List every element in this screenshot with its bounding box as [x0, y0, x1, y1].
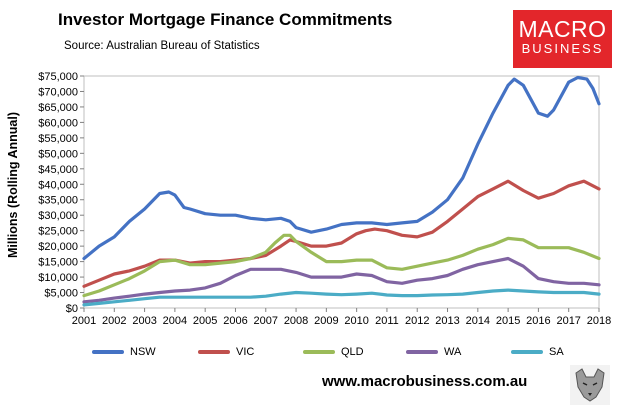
legend-label: WA	[444, 346, 462, 358]
plot-area	[83, 75, 600, 309]
legend-swatch	[303, 350, 335, 354]
y-tick-label: $45,000	[38, 164, 78, 176]
y-tick-label: $10,000	[38, 272, 78, 284]
logo-line-1: MACRO	[518, 16, 607, 42]
y-tick-label: $55,000	[38, 133, 78, 145]
macrobusiness-logo: MACRO BUSINESS	[513, 10, 612, 68]
legend-item-qld: QLD	[303, 346, 364, 358]
x-tick-label: 2001	[72, 315, 96, 327]
y-tick-label: $65,000	[38, 102, 78, 114]
y-tick-label: $20,000	[38, 241, 78, 253]
chart-legend: NSW VIC QLD WA SA	[0, 346, 625, 364]
legend-label: VIC	[236, 346, 255, 358]
x-tick-label: 2007	[254, 315, 278, 327]
y-tick-label: $70,000	[38, 86, 78, 98]
y-tick-label: $15,000	[38, 257, 78, 269]
x-tick-label: 2008	[284, 315, 308, 327]
x-tick-label: 2002	[102, 315, 126, 327]
y-tick-label: $30,000	[38, 210, 78, 222]
legend-swatch	[406, 350, 438, 354]
x-tick-label: 2012	[405, 315, 429, 327]
x-tick-label: 2003	[132, 315, 156, 327]
legend-label: NSW	[130, 346, 156, 358]
series-line-nsw	[82, 75, 601, 261]
y-tick-label: $50,000	[38, 148, 78, 160]
y-tick-label: $25,000	[38, 226, 78, 238]
wolf-icon	[570, 365, 610, 405]
x-tick-label: 2010	[344, 315, 368, 327]
y-tick-label: $35,000	[38, 195, 78, 207]
legend-item-sa: SA	[511, 346, 564, 358]
series-line-wa	[82, 256, 601, 304]
logo-line-2: BUSINESS	[521, 41, 604, 56]
x-tick-label: 2014	[466, 315, 490, 327]
series-line-sa	[82, 288, 601, 307]
y-tick-label: $60,000	[38, 117, 78, 129]
x-tick-label: 2018	[587, 315, 611, 327]
x-tick-label: 2017	[556, 315, 580, 327]
chart-title: Investor Mortgage Finance Commitments	[58, 10, 393, 29]
chart-source: Source: Australian Bureau of Statistics	[64, 40, 260, 52]
x-tick-label: 2011	[375, 315, 399, 327]
y-tick-label: $5,000	[44, 288, 78, 300]
series-line-vic	[82, 179, 601, 288]
legend-item-wa: WA	[406, 346, 461, 358]
y-tick-label: $0	[66, 303, 78, 315]
legend-item-vic: VIC	[198, 346, 254, 358]
legend-label: QLD	[341, 346, 364, 358]
legend-swatch	[92, 350, 124, 354]
website-url[interactable]: www.macrobusiness.com.au	[322, 373, 528, 390]
y-tick-label: $75,000	[38, 71, 78, 83]
x-tick-label: 2015	[496, 315, 520, 327]
y-tick-label: $40,000	[38, 179, 78, 191]
legend-label: SA	[549, 346, 564, 358]
x-tick-label: 2009	[314, 315, 338, 327]
x-tick-label: 2016	[526, 315, 550, 327]
x-tick-label: 2004	[163, 315, 187, 327]
legend-swatch	[511, 350, 543, 354]
x-tick-label: 2006	[223, 315, 247, 327]
series-line-qld	[82, 233, 601, 298]
legend-swatch	[198, 350, 230, 354]
x-tick-label: 2013	[435, 315, 459, 327]
legend-item-nsw: NSW	[92, 346, 156, 358]
x-tick-label: 2005	[193, 315, 217, 327]
